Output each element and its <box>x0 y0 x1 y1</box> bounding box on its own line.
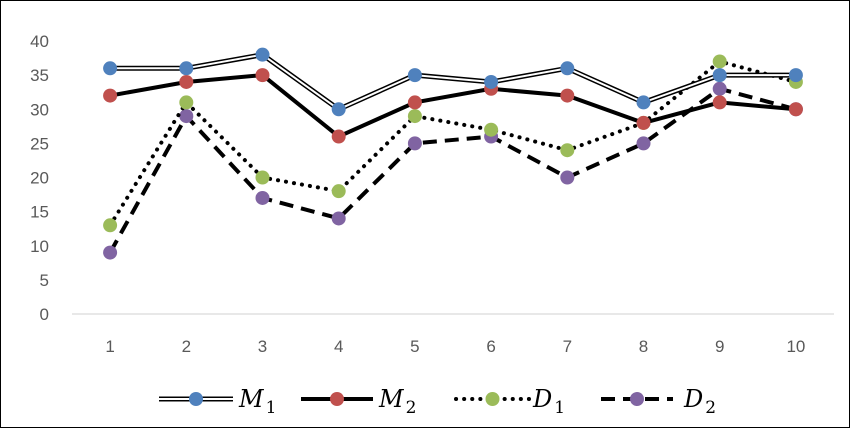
y-tick-label: 5 <box>40 271 49 290</box>
legend-marker-M1 <box>189 392 203 406</box>
x-tick-labels: 1 2 3 4 5 6 7 8 9 10 <box>105 337 805 356</box>
legend-label-subscript: 1 <box>266 398 277 418</box>
data-point-M1-4 <box>331 102 346 117</box>
data-point-D1-6 <box>484 122 499 137</box>
legend-label-name: D <box>532 385 552 413</box>
data-point-D1-3 <box>255 170 270 185</box>
x-tick-label: 9 <box>715 337 724 356</box>
x-tick-label: 8 <box>639 337 648 356</box>
y-tick-label: 20 <box>30 169 49 188</box>
x-tick-label: 10 <box>786 337 805 356</box>
data-point-D2-5 <box>407 136 422 151</box>
y-tick-label: 10 <box>30 237 49 256</box>
data-point-D2-7 <box>560 170 575 185</box>
data-point-M1-8 <box>636 95 651 110</box>
x-tick-label: 1 <box>105 337 114 356</box>
data-point-D1-1 <box>103 218 118 233</box>
series-line-D1 <box>108 59 798 228</box>
x-tick-label: 3 <box>258 337 267 356</box>
data-point-D2-2 <box>179 109 194 124</box>
data-point-D1-2 <box>179 95 194 110</box>
data-point-M1-7 <box>560 61 575 76</box>
data-point-M1-10 <box>788 68 803 83</box>
data-point-M1-6 <box>484 74 499 89</box>
legend-marker-D1 <box>485 392 500 406</box>
data-point-M2-10 <box>788 102 803 117</box>
data-point-D2-9 <box>712 81 727 96</box>
legend-label-name: M <box>378 385 405 413</box>
data-point-D2-3 <box>255 190 270 205</box>
data-point-M2-8 <box>636 115 651 130</box>
data-point-M2-7 <box>560 88 575 103</box>
x-tick-label: 7 <box>563 337 572 356</box>
series-line-M1-inner <box>110 53 796 111</box>
data-point-D2-8 <box>636 136 651 151</box>
data-point-D1-7 <box>560 143 575 158</box>
data-point-M2-9 <box>712 95 727 110</box>
data-point-M2-3 <box>255 68 270 83</box>
data-point-M1-5 <box>407 68 422 83</box>
x-tick-label: 4 <box>334 337 343 356</box>
data-point-M1-1 <box>103 61 118 76</box>
data-point-D2-4 <box>331 211 346 226</box>
legend-label-subscript: 1 <box>554 398 565 418</box>
data-point-M1-2 <box>179 61 194 76</box>
y-tick-label: 15 <box>30 203 49 222</box>
x-tick-label: 5 <box>410 337 419 356</box>
x-tick-label: 6 <box>486 337 495 356</box>
data-point-M2-1 <box>103 88 118 103</box>
y-tick-label: 40 <box>30 32 49 51</box>
x-tick-label: 2 <box>182 337 191 356</box>
data-point-M2-2 <box>179 74 194 89</box>
data-point-D1-4 <box>331 184 346 199</box>
y-tick-label: 30 <box>30 100 49 119</box>
series-line-D2 <box>108 86 797 254</box>
data-point-D1-9 <box>712 54 727 69</box>
data-point-M1-3 <box>255 47 270 62</box>
data-point-D2-1 <box>103 245 118 260</box>
series-line-M2 <box>109 73 797 139</box>
data-point-M2-4 <box>331 129 346 144</box>
legend-label-name: M <box>238 385 265 413</box>
series-M1 <box>103 47 803 117</box>
legend-label-subscript: 2 <box>406 398 417 418</box>
legend-label-subscript: 2 <box>705 398 716 418</box>
data-point-D1-5 <box>407 109 422 124</box>
y-tick-label: 35 <box>30 66 49 85</box>
legend-marker-M2 <box>330 392 344 406</box>
legend-marker-D2 <box>630 392 644 406</box>
legend-label-name: D <box>683 385 703 413</box>
series-layer <box>103 47 803 260</box>
y-tick-label: 0 <box>40 305 49 324</box>
y-tick-labels: 0 5 10 15 20 25 30 35 40 <box>30 32 49 324</box>
y-tick-label: 25 <box>30 134 49 153</box>
data-point-M2-5 <box>407 95 422 110</box>
data-point-M1-9 <box>712 68 727 83</box>
